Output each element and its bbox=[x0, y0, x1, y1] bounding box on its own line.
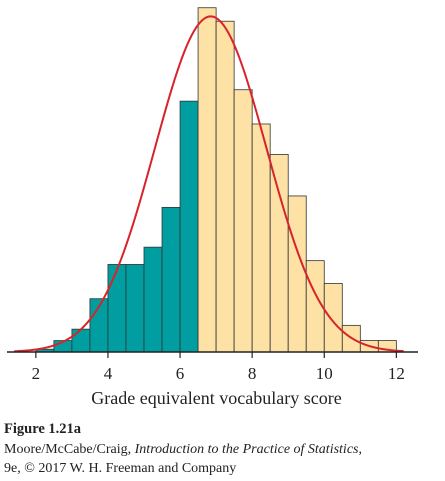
x-tick-label: 6 bbox=[176, 364, 185, 383]
caption-citation-line: Moore/McCabe/Craig, Introduction to the … bbox=[4, 440, 442, 459]
normal-curve bbox=[14, 15, 404, 353]
caption-comma: , bbox=[358, 442, 362, 457]
histogram-bar bbox=[143, 246, 163, 353]
histogram-bar bbox=[233, 89, 253, 353]
x-tick-label: 10 bbox=[316, 364, 333, 383]
histogram-bar bbox=[71, 328, 91, 353]
bars-layer bbox=[35, 7, 397, 353]
histogram-chart: 2 4 6 8 10 12 Grade equivalent vocabulary sco… bbox=[7, 7, 418, 408]
x-tick-label: 2 bbox=[32, 364, 41, 383]
x-tick-label: 12 bbox=[388, 364, 405, 383]
caption-edition-line: 9e, © 2017 W. H. Freeman and Company bbox=[4, 461, 237, 476]
x-tick-label: 4 bbox=[104, 364, 113, 383]
x-tick-label: 8 bbox=[248, 364, 257, 383]
x-axis-title: Grade equivalent vocabulary score bbox=[91, 388, 341, 408]
histogram-bar bbox=[215, 20, 235, 353]
x-ticks-layer: 2 4 6 8 10 12 bbox=[32, 352, 405, 383]
histogram-bar bbox=[251, 123, 271, 353]
histogram-bar bbox=[269, 154, 289, 353]
histogram-bar bbox=[179, 100, 199, 353]
histogram-bar bbox=[161, 206, 181, 353]
histogram-bar bbox=[197, 7, 217, 353]
caption-book-title: Introduction to the Practice of Statisti… bbox=[134, 442, 359, 457]
histogram-bar bbox=[125, 264, 145, 353]
histogram-bar bbox=[107, 264, 127, 353]
histogram-bar bbox=[323, 283, 343, 353]
caption-authors: Moore/McCabe/Craig, bbox=[4, 442, 135, 457]
caption-title: Figure 1.21a bbox=[4, 421, 82, 437]
histogram-bar bbox=[287, 195, 307, 353]
figure-caption: Figure 1.21a Moore/McCabe/Craig, Introdu… bbox=[4, 420, 442, 478]
